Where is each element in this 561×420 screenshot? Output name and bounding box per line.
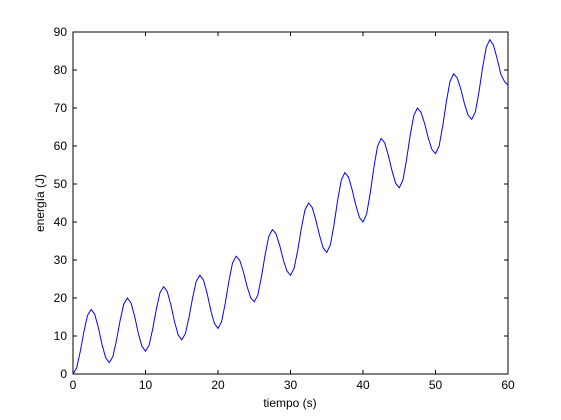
y-tick-label: 80 — [54, 63, 68, 77]
y-tick-label: 30 — [54, 253, 68, 267]
x-tick-label: 0 — [70, 378, 77, 392]
y-axis-label: energía (J) — [33, 174, 47, 232]
x-tick-label: 30 — [284, 378, 298, 392]
x-tick-label: 50 — [429, 378, 443, 392]
x-tick-label: 10 — [139, 378, 153, 392]
y-tick-label: 0 — [60, 367, 67, 381]
y-tick-label: 10 — [54, 329, 68, 343]
y-tick-label: 50 — [54, 177, 68, 191]
y-tick-label: 70 — [54, 101, 68, 115]
plot-box — [72, 31, 509, 375]
x-axis-label: tiempo (s) — [263, 396, 316, 410]
x-tick-label: 60 — [501, 378, 515, 392]
y-tick-label: 40 — [54, 215, 68, 229]
x-tick-label: 40 — [356, 378, 370, 392]
y-tick-label: 60 — [54, 139, 68, 153]
y-tick-label: 90 — [54, 25, 68, 39]
y-tick-label: 20 — [54, 291, 68, 305]
line-series — [72, 38, 509, 375]
x-tick-label: 20 — [211, 378, 225, 392]
